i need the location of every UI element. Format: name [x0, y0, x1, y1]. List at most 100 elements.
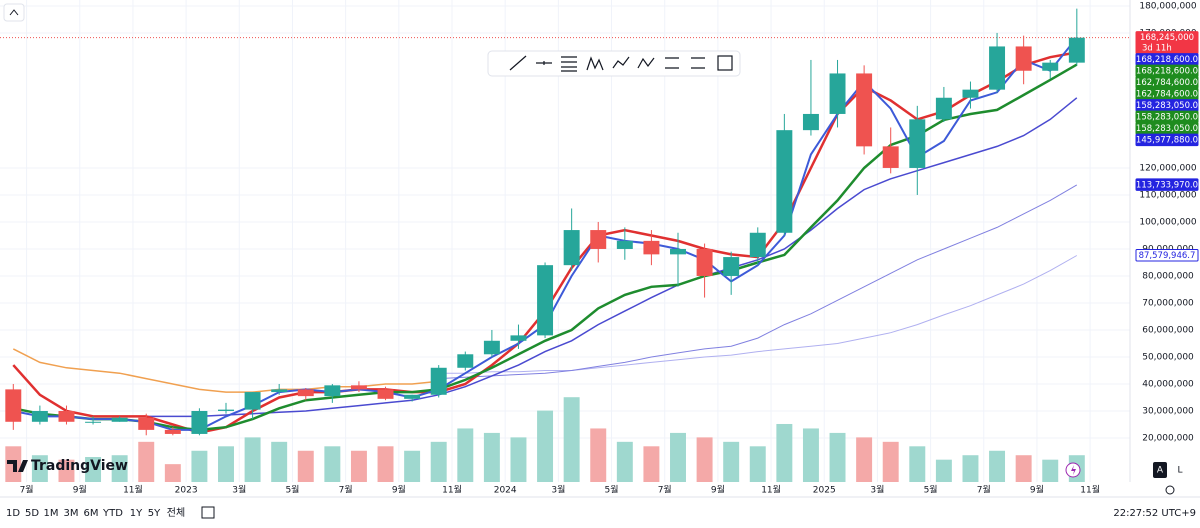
volume-bar	[324, 446, 341, 482]
x-tick-label: 5월	[285, 484, 299, 496]
horizontal-ray-tool[interactable]	[536, 61, 552, 65]
candle-body	[696, 248, 713, 276]
volume-bar	[616, 441, 633, 482]
x-tick-label: 11월	[123, 484, 143, 496]
volume-bar	[244, 437, 261, 482]
volume-bar	[31, 455, 48, 482]
x-tick-label: 2025	[813, 486, 836, 496]
drawing-toolbar	[487, 50, 741, 77]
range-tool[interactable]	[665, 57, 679, 69]
toolbar-box	[487, 50, 741, 77]
candle-body	[191, 410, 208, 434]
volume-bar	[457, 428, 474, 482]
price-label: 162,784,600.0	[1136, 90, 1198, 100]
candle-body	[829, 73, 846, 114]
x-tick-label: 7월	[339, 484, 353, 496]
candle-body	[457, 354, 474, 368]
candle-body	[350, 385, 367, 390]
candle-body	[749, 232, 766, 258]
candle-body	[377, 389, 394, 399]
ma-line	[438, 184, 1078, 380]
timeframe-button[interactable]: 1D	[6, 508, 20, 519]
volume-bar	[510, 437, 527, 482]
collapse-button[interactable]	[3, 3, 25, 22]
candle-body	[590, 230, 607, 249]
timeframe-button[interactable]: YTD	[102, 508, 123, 519]
volume-bar	[989, 450, 1006, 482]
auto-scale-button[interactable]	[1153, 462, 1167, 478]
y-tick-label: 40,000,000	[1142, 379, 1194, 389]
elliott-tool[interactable]	[612, 56, 630, 69]
candle-body	[483, 340, 500, 355]
candle-body	[58, 410, 75, 422]
volume-bar	[696, 437, 713, 482]
candle-body	[856, 73, 873, 147]
candle-body	[537, 265, 554, 336]
price-label: 168,218,600.0	[1136, 55, 1198, 65]
date-range-tool[interactable]	[691, 57, 705, 69]
candle-body	[935, 97, 952, 120]
price-label: 113,733,970.0	[1136, 180, 1198, 190]
timeframe-button[interactable]: 3M	[64, 508, 79, 519]
price-label-countdown: 3d 11h	[1142, 44, 1172, 54]
price-label: 87,579,946.7	[1139, 251, 1196, 261]
pattern-tool[interactable]	[586, 56, 604, 71]
candle-body	[138, 417, 155, 430]
candle-body	[1042, 62, 1059, 71]
price-label: 168,218,600.0	[1136, 67, 1198, 77]
volume-bar	[1042, 459, 1059, 482]
timeframe-button[interactable]: 1M	[44, 508, 59, 519]
x-tick-label: 11월	[1080, 484, 1100, 496]
x-tick-label: 3월	[870, 484, 884, 496]
volume-bar	[670, 432, 686, 482]
trend-line-tool[interactable]	[509, 55, 527, 71]
timeframe-bar: 1D 5D 1M 3M 6M YTD 1Y 5Y 전체	[6, 507, 185, 519]
price-label: 158,283,050.0	[1136, 101, 1198, 111]
candle-body	[85, 421, 102, 423]
timeframe-button[interactable]: 전체	[167, 507, 185, 519]
logo: TradingView	[7, 458, 128, 474]
logo-icon	[7, 460, 28, 472]
y-tick-label: 20,000,000	[1142, 433, 1194, 443]
timeframe-button[interactable]: 5D	[25, 508, 39, 519]
volume-bar	[643, 446, 660, 482]
parallel-channel-tool[interactable]	[561, 56, 577, 72]
candle-body	[962, 89, 979, 98]
price-label-box	[1135, 249, 1199, 262]
y-tick-label: 60,000,000	[1142, 325, 1194, 335]
x-tick-label: 3월	[551, 484, 565, 496]
volume-bar	[271, 441, 288, 482]
candle-body	[1015, 46, 1032, 71]
log-scale-label[interactable]: L	[1177, 466, 1182, 476]
candle-body	[643, 240, 660, 255]
grid	[0, 0, 1130, 482]
candles	[5, 8, 1085, 436]
volume-bar	[111, 455, 128, 482]
x-tick-label: 3월	[232, 484, 246, 496]
candle-body	[31, 410, 48, 422]
volume-bar	[404, 450, 421, 482]
x-tick-label: 11월	[442, 484, 462, 496]
candle-body	[882, 146, 899, 168]
timeframe-button[interactable]: 5Y	[148, 508, 161, 519]
candle-body	[989, 46, 1006, 90]
abc-tool[interactable]	[637, 57, 655, 69]
candle-body	[616, 240, 633, 249]
settings-icon[interactable]	[1165, 485, 1175, 495]
candle-body	[430, 367, 447, 395]
timeframe-button[interactable]: 1Y	[130, 508, 143, 519]
y-tick-label: 30,000,000	[1142, 406, 1194, 416]
x-tick-label: 9월	[1030, 484, 1044, 496]
volume-bar	[537, 410, 554, 482]
date-range-icon[interactable]	[201, 506, 215, 519]
volume-bar	[776, 423, 793, 482]
candle-body	[670, 248, 686, 255]
rectangle-tool[interactable]	[717, 55, 733, 71]
candle-body	[510, 335, 527, 341]
y-tick-label: 100,000,000	[1139, 217, 1197, 227]
candle-body	[776, 130, 793, 233]
timeframe-button[interactable]: 6M	[84, 508, 99, 519]
clock: 22:27:52 UTC+9	[1113, 508, 1196, 519]
volume-bar	[377, 446, 394, 482]
